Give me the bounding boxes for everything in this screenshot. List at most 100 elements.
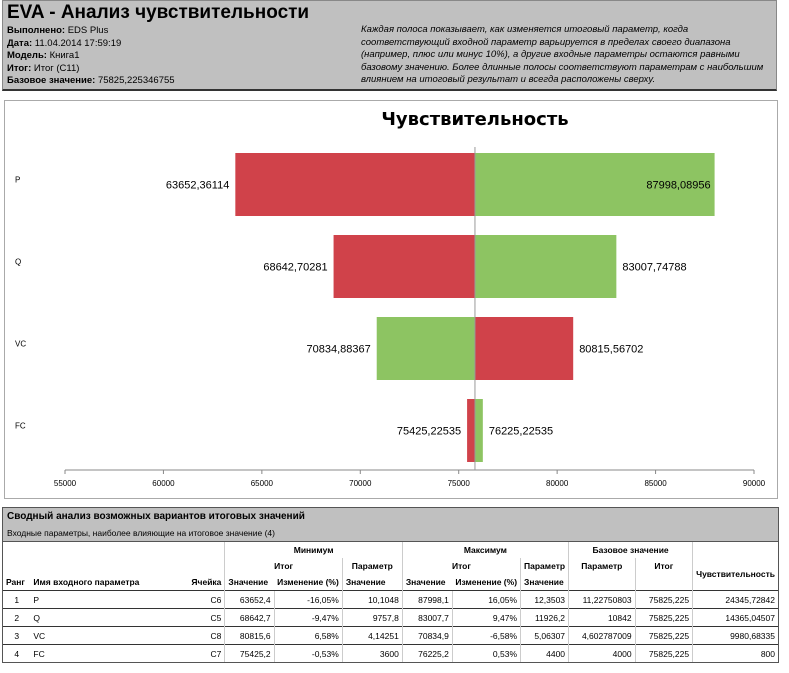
table-cell: C6 [187,590,225,609]
x-tick-label: 65000 [251,479,274,488]
report-header: EVA - Анализ чувствительности Выполнено:… [2,0,777,91]
meta-value: EDS Plus [67,25,109,36]
table-cell: 75425,2 [224,644,275,662]
header-change: Изменение (%) [455,577,518,587]
table-cell: 70834,9 [401,626,453,645]
table-cell: 3 [3,626,31,645]
meta-label: Выполнено: [7,25,66,36]
table-cell: 1 [3,590,31,609]
meta-label: Базовое значение: [7,75,96,86]
header-value: Значение [224,574,275,591]
table-cell: FC [30,644,188,662]
table-cell: 75825,225 [634,590,693,609]
table-cell: -0,53% [273,644,343,662]
table-cell: -9,47% [273,608,343,627]
category-label: FC [15,422,26,431]
table-cell: 4000 [568,644,636,662]
table-cell: -6,58% [451,626,521,645]
header-change: Изменение (%) [277,577,339,587]
table-cell: 4400 [520,644,569,662]
chart-svg: Чувствительность 55000 60000 65000 70000 750… [15,109,766,488]
table-cell: 87998,1 [401,590,453,609]
table-cell: 4 [3,644,31,662]
table-cell: C5 [187,608,225,627]
report-meta: Выполнено: EDS Plus Дата: 11.04.2014 17:… [7,25,175,88]
table-cell: 11,22750803 [568,590,636,609]
table-cell: C7 [187,644,225,662]
header-min: Минимум [224,542,403,558]
bar-high-label: 83007,74788 [622,262,686,274]
table-subtitle: Входные параметры, наиболее влияющие на … [3,526,778,542]
report-description: Каждая полоса показывает, как изменяется… [361,24,764,85]
table-row: 4 FC C7 75425,2 -0,53% 3600 76225,2 0,53% 4400 40… [3,644,778,662]
meta-label: Итог: [7,62,32,74]
bar-high [474,153,715,216]
bar-high-label: 80815,56702 [579,344,643,356]
table-cell: C8 [187,626,225,645]
bar-high-label: 87998,08956 [646,180,710,192]
category-label: P [15,176,20,185]
meta-value: 75825,225346755 [97,75,175,86]
category-label: VC [15,340,26,349]
table-cell: 83007,7 [401,608,453,627]
bar-low-label: 63652,36114 [166,180,229,192]
table-cell: 80815,6 [224,626,275,645]
report-title: EVA - Анализ чувствительности [7,2,310,23]
bar-low-label: 70834,88367 [306,344,370,356]
summary-table: Сводный анализ возможных вариантов итого… [2,507,779,663]
table-row: 2 Q C5 68642,7 -9,47% 9757,8 83007,7 9,47% 11926… [3,608,778,627]
table-cell: 4,14251 [341,626,403,645]
bar-high [474,399,483,462]
table-cell: 800 [692,644,778,662]
table-cell: 5,06307 [520,626,569,645]
table-cell: 14365,04507 [692,608,778,627]
table-cell: 9980,68335 [692,626,778,645]
header-value: Значение [520,574,569,591]
header-itog: Итог [634,558,693,574]
table-cell: 2 [3,608,31,627]
x-tick-label: 85000 [644,479,667,488]
x-tick-label: 75000 [448,479,471,488]
x-tick-label: 60000 [152,479,175,488]
table-cell: -16,05% [273,590,343,609]
table-row: 1 P C6 63652,4 -16,05% 10,1048 87998,1 16,05% 12… [3,590,778,609]
table-cell: VC [30,626,188,645]
bar-low [376,317,475,380]
table-cell: 16,05% [451,590,521,609]
chart-title: Чувствительность [381,109,568,130]
table-cell: 11926,2 [520,608,569,627]
table-cell: 9,47% [451,608,521,627]
x-tick-label: 70000 [349,479,372,488]
table-cell: 76225,2 [401,644,453,662]
x-tick-label: 80000 [546,479,569,488]
tornado-chart: Чувствительность 55000 60000 65000 70000 750… [4,100,778,499]
table-cell: P [30,590,188,609]
table-cell: 63652,4 [224,590,275,609]
bar-high-label: 76225,22535 [489,426,553,438]
header-cell: Ячейка [191,577,222,587]
meta-label: Дата: [7,37,33,49]
table-cell: 9757,8 [341,608,403,627]
table-cell: 3600 [341,644,403,662]
table-cell: 12,3503 [520,590,569,609]
table-cell: 6,58% [273,626,343,645]
bar-low [467,399,475,462]
header-base: Базовое значение [568,542,693,558]
header-param: Параметр [341,558,403,574]
meta-value: Книга1 [49,50,80,61]
table-cell: 0,53% [451,644,521,662]
bar-low-label: 68642,70281 [263,262,327,274]
table-cell: 75825,225 [634,626,693,645]
header-itog: Итог [401,558,521,574]
header-value: Значение [401,574,453,591]
bar-low [333,235,475,298]
header-param: Параметр [568,558,636,574]
header-name: Имя входного параметра [33,577,140,587]
header-max: Максимум [401,542,569,558]
table-title: Сводный анализ возможных вариантов итого… [3,508,778,526]
table-cell: 75825,225 [634,608,693,627]
header-value: Значение [341,574,403,591]
header-rank: Ранг [6,577,25,587]
table-row: 3 VC C8 80815,6 6,58% 4,14251 70834,9 -6,58% 5,0… [3,626,778,645]
bar-high [474,235,617,298]
